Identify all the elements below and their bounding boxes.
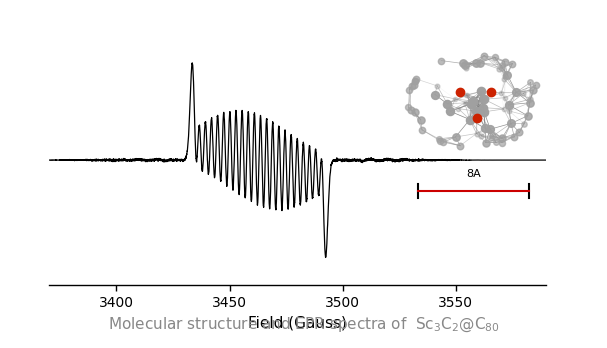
X-axis label: Field (Gauss): Field (Gauss) [248, 315, 347, 330]
Text: 8A: 8A [466, 169, 481, 179]
Text: Molecular structure and EPR spectra of  Sc$_3$C$_2$@C$_{80}$: Molecular structure and EPR spectra of S… [107, 316, 500, 334]
